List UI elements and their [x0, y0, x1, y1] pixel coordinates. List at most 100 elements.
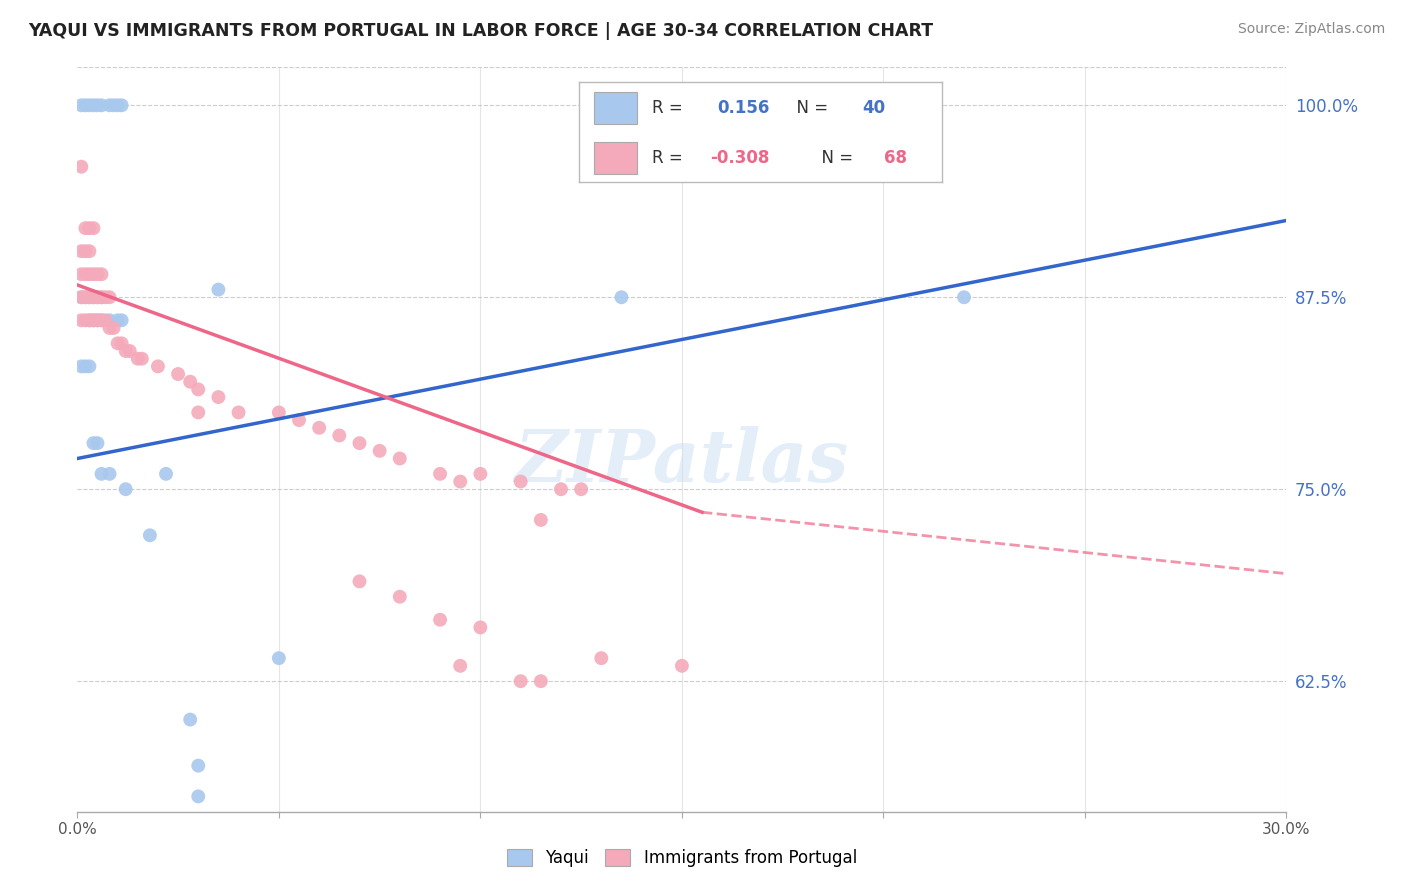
Point — [75, 98, 97, 112]
Point — [82, 290, 104, 304]
Point — [86, 290, 108, 304]
Point — [86, 98, 108, 112]
Point — [82, 313, 104, 327]
Point — [86, 267, 108, 281]
Point — [75, 290, 97, 304]
Point — [90, 313, 112, 327]
Point — [111, 313, 134, 327]
Point — [267, 405, 290, 419]
Point — [429, 613, 451, 627]
Point — [82, 98, 104, 112]
Point — [79, 267, 101, 281]
Point — [90, 290, 112, 304]
Legend: Yaqui, Immigrants from Portugal: Yaqui, Immigrants from Portugal — [501, 843, 863, 874]
Point — [79, 244, 101, 259]
Point — [187, 758, 209, 772]
Point — [509, 674, 531, 689]
Text: YAQUI VS IMMIGRANTS FROM PORTUGAL IN LABOR FORCE | AGE 30-34 CORRELATION CHART: YAQUI VS IMMIGRANTS FROM PORTUGAL IN LAB… — [28, 22, 934, 40]
Point — [94, 313, 117, 327]
Point — [114, 344, 136, 359]
Point — [288, 413, 311, 427]
Point — [103, 98, 125, 112]
Point — [388, 590, 411, 604]
Point — [82, 436, 104, 450]
Point — [90, 290, 112, 304]
Point — [70, 359, 93, 374]
Point — [86, 436, 108, 450]
Point — [207, 283, 229, 297]
Text: Source: ZipAtlas.com: Source: ZipAtlas.com — [1237, 22, 1385, 37]
Point — [470, 620, 492, 634]
Point — [79, 221, 101, 235]
Point — [82, 290, 104, 304]
Point — [146, 359, 169, 374]
Point — [70, 313, 93, 327]
Point — [349, 574, 371, 589]
Point — [388, 451, 411, 466]
Point — [139, 528, 162, 542]
Point — [328, 428, 350, 442]
Point — [79, 313, 101, 327]
Point — [530, 513, 553, 527]
Point — [98, 290, 121, 304]
Point — [179, 375, 201, 389]
Point — [107, 336, 129, 351]
Point — [79, 290, 101, 304]
Point — [187, 789, 209, 804]
Point — [550, 482, 572, 496]
Point — [107, 313, 129, 327]
Point — [569, 482, 592, 496]
Point — [90, 267, 112, 281]
Point — [449, 658, 471, 673]
Point — [70, 160, 93, 174]
Point — [90, 313, 112, 327]
Text: ZIPatlas: ZIPatlas — [515, 426, 849, 497]
Point — [111, 98, 134, 112]
Point — [368, 443, 391, 458]
Point — [530, 674, 553, 689]
Point — [75, 359, 97, 374]
Point — [449, 475, 471, 489]
Point — [98, 98, 121, 112]
Point — [267, 651, 290, 665]
Point — [98, 313, 121, 327]
Point — [187, 383, 209, 397]
Point — [75, 221, 97, 235]
Point — [70, 290, 93, 304]
Point — [75, 267, 97, 281]
Point — [70, 267, 93, 281]
Point — [75, 244, 97, 259]
Point — [671, 658, 693, 673]
Point — [94, 290, 117, 304]
Point — [70, 290, 93, 304]
Point — [79, 290, 101, 304]
Point — [79, 98, 101, 112]
Point — [114, 482, 136, 496]
Point — [70, 98, 93, 112]
Point — [79, 313, 101, 327]
Point — [155, 467, 177, 481]
Point — [82, 267, 104, 281]
Point — [207, 390, 229, 404]
Point — [187, 405, 209, 419]
Point — [111, 336, 134, 351]
Point — [103, 321, 125, 335]
Point — [98, 321, 121, 335]
Point — [470, 467, 492, 481]
Point — [953, 290, 976, 304]
Point — [86, 313, 108, 327]
Point — [610, 290, 633, 304]
Point — [509, 475, 531, 489]
Point — [107, 98, 129, 112]
Point — [349, 436, 371, 450]
Point — [75, 313, 97, 327]
Point — [82, 313, 104, 327]
Point — [82, 221, 104, 235]
Point — [429, 467, 451, 481]
Point — [228, 405, 250, 419]
Point — [167, 367, 190, 381]
Point — [591, 651, 613, 665]
Point — [127, 351, 149, 366]
Point — [308, 421, 330, 435]
Point — [98, 467, 121, 481]
